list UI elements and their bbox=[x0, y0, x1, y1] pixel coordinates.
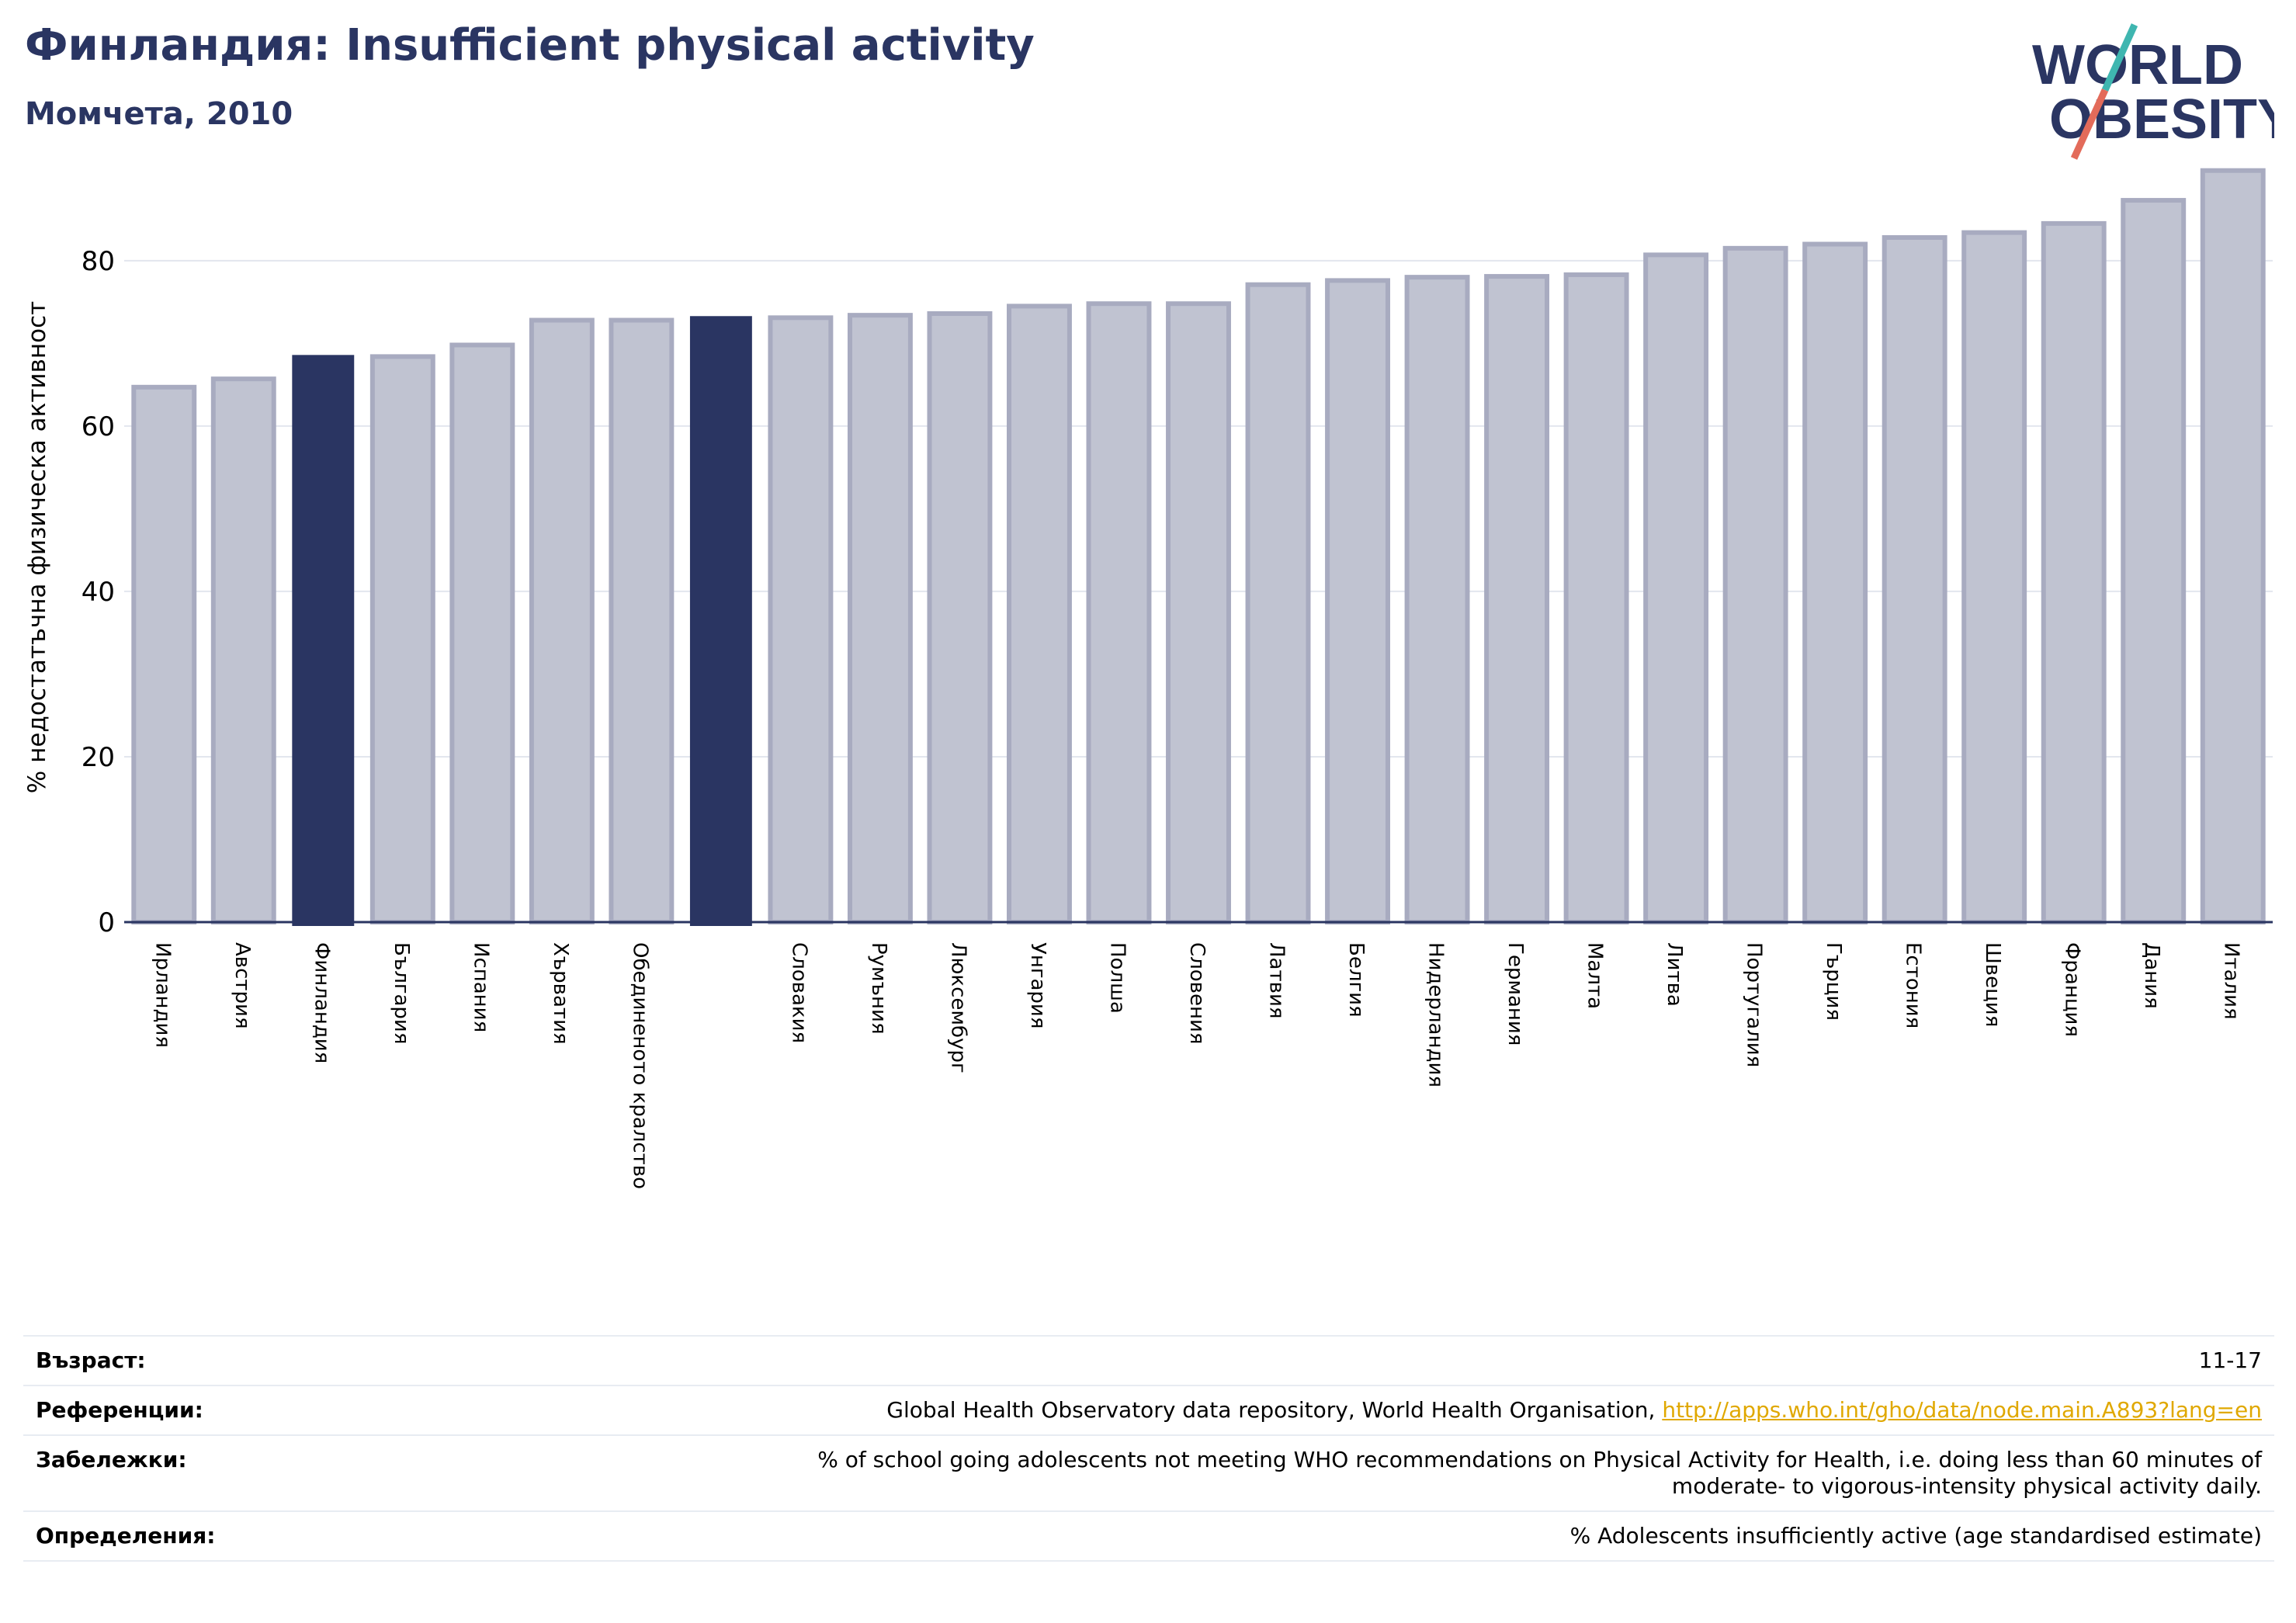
info-row-references: Референции: Global Health Observatory da… bbox=[23, 1385, 2274, 1435]
y-axis-label: % недостатъчна физическа активност bbox=[23, 300, 51, 794]
logo-slash-teal bbox=[2101, 23, 2138, 92]
references-label: Референции: bbox=[36, 1397, 203, 1423]
world-obesity-logo: WORLD OBESITY bbox=[2032, 23, 2274, 160]
age-label: Възраст: bbox=[36, 1347, 146, 1373]
logo-slash-red bbox=[2070, 88, 2109, 160]
bar bbox=[609, 317, 675, 924]
x-tick-label: Хърватия bbox=[549, 942, 572, 1045]
x-tick-label: Гърция bbox=[1822, 942, 1845, 1021]
bar bbox=[529, 317, 595, 924]
bar bbox=[2200, 168, 2266, 924]
bar bbox=[449, 342, 515, 924]
bar bbox=[1245, 282, 1311, 924]
bar bbox=[1484, 274, 1550, 924]
x-tick-label: Италия bbox=[2220, 942, 2243, 1020]
bar-chart: 0 20 40 60 80 Ирландия Австрия Финландия Българи… bbox=[82, 168, 2273, 1189]
references-link[interactable]: http://apps.who.int/gho/data/node.main.A… bbox=[1662, 1397, 2262, 1423]
x-tick-label: Люксембург bbox=[946, 942, 969, 1073]
bar bbox=[689, 316, 752, 926]
info-row-definitions: Определения: % Adolescents insufficientl… bbox=[23, 1511, 2274, 1561]
x-tick-label: Испания bbox=[469, 942, 492, 1032]
x-tick-label: Финландия bbox=[310, 942, 333, 1063]
info-row-age: Възраст: 11-17 bbox=[23, 1336, 2274, 1385]
x-tick-label: Дания bbox=[2140, 942, 2163, 1009]
x-tick-label: Полша bbox=[1105, 942, 1129, 1014]
notes-line-2: moderate- to vigorous-intensity physical… bbox=[1671, 1473, 2262, 1499]
x-tick-label: Нидерландия bbox=[1424, 942, 1448, 1087]
bar bbox=[2121, 198, 2187, 924]
x-tick-label: Белгия bbox=[1344, 942, 1368, 1018]
bar bbox=[1722, 245, 1788, 924]
x-tick-label: Латвия bbox=[1265, 942, 1288, 1019]
definitions-label: Определения: bbox=[36, 1523, 216, 1548]
y-tick-label: 0 bbox=[98, 907, 115, 938]
bar bbox=[2041, 220, 2107, 924]
bar bbox=[369, 354, 435, 924]
info-row-notes: Забележки: % of school going adolescents… bbox=[23, 1435, 2274, 1511]
x-tick-label: Малта bbox=[1583, 942, 1607, 1009]
x-tick-label: Германия bbox=[1503, 942, 1527, 1046]
bar bbox=[768, 315, 834, 924]
bar bbox=[1961, 230, 2027, 924]
x-tick-label: Румъния bbox=[867, 942, 890, 1035]
bar bbox=[1166, 301, 1231, 924]
x-tick-label: България bbox=[390, 942, 413, 1044]
bar bbox=[131, 384, 197, 925]
x-tick-label: Австрия bbox=[231, 942, 254, 1029]
x-tick-label: Словакия bbox=[787, 942, 810, 1043]
bar bbox=[847, 313, 913, 924]
y-tick-label: 20 bbox=[82, 742, 115, 773]
chart-subtitle: Момчета, 2010 bbox=[25, 96, 293, 132]
x-tick-label: Литва bbox=[1663, 942, 1686, 1007]
logo-line1: WORLD bbox=[2032, 34, 2243, 96]
bar bbox=[1325, 278, 1390, 924]
bar bbox=[210, 376, 276, 924]
bar bbox=[927, 311, 993, 924]
bar bbox=[1563, 272, 1629, 925]
x-tick-label: Естония bbox=[1902, 942, 1925, 1028]
definitions-value: % Adolescents insufficiently active (age… bbox=[1569, 1523, 2262, 1548]
bar bbox=[1086, 301, 1152, 924]
references-text: Global Health Observatory data repositor… bbox=[886, 1397, 1663, 1423]
bar bbox=[1643, 252, 1709, 924]
x-tick-label: Унгария bbox=[1026, 942, 1049, 1028]
x-tick-label: Швеция bbox=[1981, 942, 2004, 1027]
y-tick-label: 80 bbox=[82, 246, 115, 277]
notes-line-1: % of school going adolescents not meetin… bbox=[817, 1447, 2262, 1472]
info-table: Възраст: 11-17 Референции: Global Health… bbox=[23, 1335, 2274, 1562]
chart-title: Финландия: Insufficient physical activit… bbox=[25, 20, 1035, 71]
logo-line2: OBESITY bbox=[2049, 88, 2274, 151]
x-tick-label: Португалия bbox=[1743, 942, 1766, 1067]
x-tick-label: Ирландия bbox=[151, 942, 174, 1048]
age-value: 11-17 bbox=[2198, 1347, 2262, 1373]
bar bbox=[1007, 303, 1072, 925]
bar bbox=[292, 355, 355, 926]
x-tick-label: Франция bbox=[2061, 942, 2084, 1037]
notes-label: Забележки: bbox=[36, 1447, 187, 1472]
y-tick-label: 40 bbox=[82, 577, 115, 608]
x-tick-label: Словения bbox=[1185, 942, 1209, 1045]
y-tick-label: 60 bbox=[82, 411, 115, 442]
bar bbox=[1882, 235, 1947, 924]
bar bbox=[1404, 275, 1470, 924]
x-tick-label: Обединеното кралство bbox=[628, 942, 651, 1189]
bar bbox=[1802, 241, 1868, 924]
